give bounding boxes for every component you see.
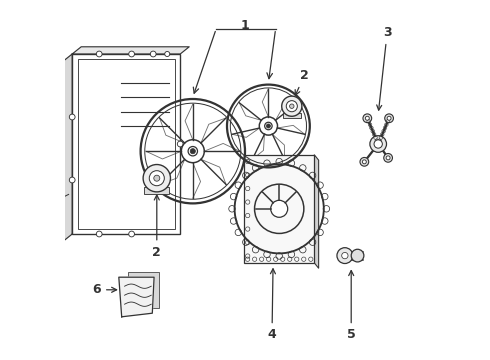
Circle shape xyxy=(337,248,353,264)
Bar xyxy=(128,272,159,308)
Circle shape xyxy=(366,116,369,120)
Circle shape xyxy=(384,153,392,162)
Polygon shape xyxy=(72,47,189,54)
Polygon shape xyxy=(54,54,72,248)
Circle shape xyxy=(129,51,134,57)
Text: 1: 1 xyxy=(241,19,249,32)
Circle shape xyxy=(265,122,272,130)
Circle shape xyxy=(97,231,102,237)
Text: 4: 4 xyxy=(268,269,276,341)
Circle shape xyxy=(286,101,297,112)
Circle shape xyxy=(267,124,270,128)
Circle shape xyxy=(386,156,390,160)
Circle shape xyxy=(154,175,160,181)
Bar xyxy=(72,54,180,234)
Circle shape xyxy=(150,51,156,57)
Bar xyxy=(283,113,301,118)
Circle shape xyxy=(385,114,393,123)
Circle shape xyxy=(342,252,348,259)
Circle shape xyxy=(149,171,164,186)
Text: 6: 6 xyxy=(93,283,117,296)
Text: 3: 3 xyxy=(377,26,392,110)
Circle shape xyxy=(129,231,134,237)
Polygon shape xyxy=(314,155,319,268)
Circle shape xyxy=(190,149,196,154)
Circle shape xyxy=(165,51,170,57)
Text: 5: 5 xyxy=(347,271,356,341)
Circle shape xyxy=(363,114,372,123)
Circle shape xyxy=(177,141,183,147)
Polygon shape xyxy=(119,277,154,317)
Bar xyxy=(244,155,314,263)
Circle shape xyxy=(188,147,197,156)
Circle shape xyxy=(290,104,294,108)
Circle shape xyxy=(363,160,367,164)
Bar xyxy=(145,187,169,194)
Circle shape xyxy=(360,157,368,166)
Circle shape xyxy=(97,51,102,57)
Text: 2: 2 xyxy=(152,195,161,258)
Circle shape xyxy=(351,249,364,262)
Circle shape xyxy=(374,140,382,148)
Circle shape xyxy=(143,165,171,192)
Text: 2: 2 xyxy=(295,69,309,95)
Circle shape xyxy=(282,96,302,116)
Bar xyxy=(77,59,175,229)
Circle shape xyxy=(69,177,75,183)
Circle shape xyxy=(370,136,387,152)
Circle shape xyxy=(387,116,391,120)
Circle shape xyxy=(69,114,75,120)
Circle shape xyxy=(270,200,288,217)
